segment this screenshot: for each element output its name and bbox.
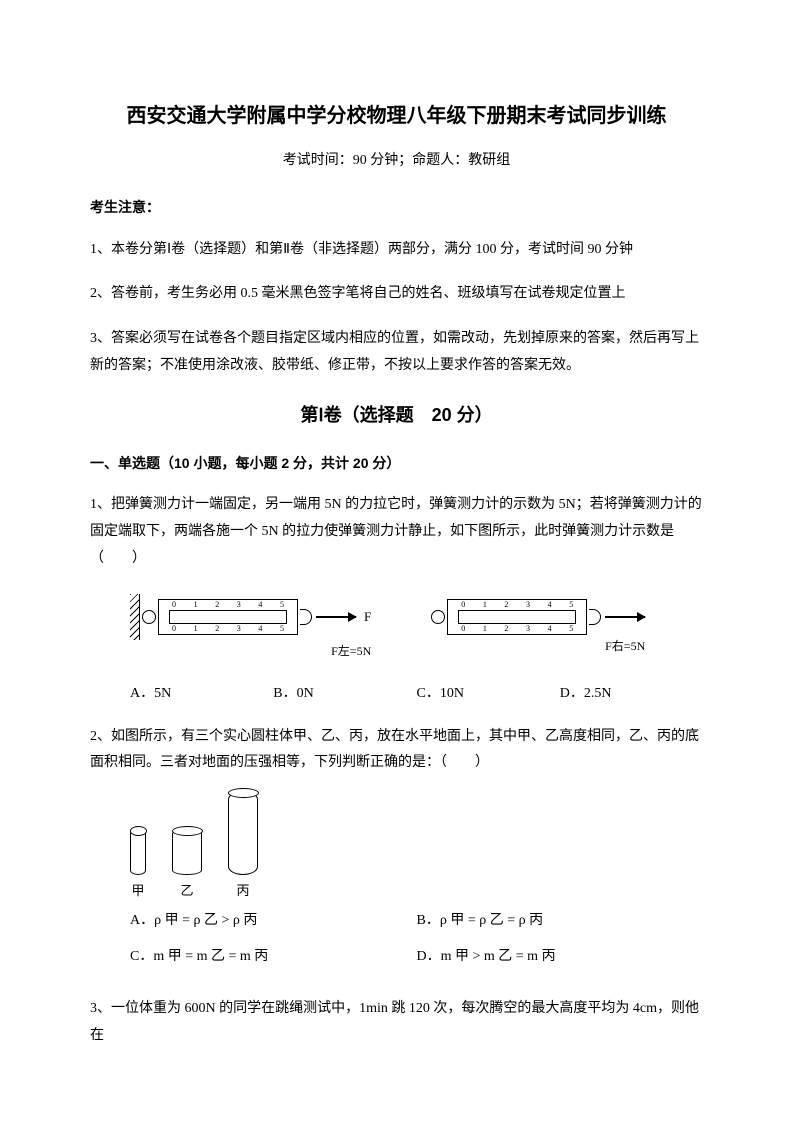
tick-label: 4 <box>548 601 552 609</box>
part-heading: 一、单选题（10 小题，每小题 2 分，共计 20 分） <box>90 452 703 474</box>
option-d: D．m 甲 > m 乙 = m 丙 <box>417 946 704 968</box>
cylinder-icon <box>172 829 202 875</box>
ring-icon <box>431 610 445 624</box>
scale-body: 0 1 2 3 4 5 0 1 2 3 4 <box>158 599 298 635</box>
notice-heading: 考生注意： <box>90 196 703 218</box>
tick-label: 1 <box>194 625 198 633</box>
tick-label: 1 <box>483 601 487 609</box>
question-2-options: A．ρ 甲 = ρ 乙 > ρ 丙 B．ρ 甲 = ρ 乙 = ρ 丙 C．m … <box>130 910 703 983</box>
cylinder-label: 乙 <box>172 881 202 902</box>
question-2-text: 2、如图所示，有三个实心圆柱体甲、乙、丙，放在水平地面上，其中甲、乙高度相同，乙… <box>90 724 703 777</box>
cylinder-icon <box>228 791 258 875</box>
option-d: D．2.5N <box>560 683 703 705</box>
wall-hatch-icon <box>130 594 140 640</box>
tick-label: 0 <box>172 625 176 633</box>
tick-label: 3 <box>237 625 241 633</box>
force-caption-right: F右=5N <box>431 637 645 656</box>
tick-label: 2 <box>215 601 219 609</box>
tick-label: 2 <box>215 625 219 633</box>
spring-scale-left: 0 1 2 3 4 5 0 1 2 3 4 <box>130 594 371 640</box>
option-a: A．ρ 甲 = ρ 乙 > ρ 丙 <box>130 910 417 932</box>
cylinder-a: 甲 <box>130 829 146 902</box>
option-b: B．0N <box>273 683 416 705</box>
tick-label: 2 <box>504 625 508 633</box>
tick-label: 4 <box>258 601 262 609</box>
cylinder-b: 乙 <box>172 829 202 902</box>
force-label: F <box>364 607 371 628</box>
exam-subtitle: 考试时间：90 分钟；命题人：教研组 <box>90 150 703 172</box>
exam-title: 西安交通大学附属中学分校物理八年级下册期末考试同步训练 <box>90 100 703 132</box>
hook-icon <box>300 609 312 625</box>
question-1-text: 1、把弹簧测力计一端固定，另一端用 5N 的力拉它时，弹簧测力计的示数为 5N；… <box>90 492 703 572</box>
tick-label: 5 <box>280 625 284 633</box>
tick-label: 4 <box>258 625 262 633</box>
tick-label: 2 <box>504 601 508 609</box>
cylinder-label: 甲 <box>130 881 146 902</box>
tick-label: 5 <box>569 625 573 633</box>
tick-label: 0 <box>461 625 465 633</box>
cylinder-c: 丙 <box>228 791 258 902</box>
spring-scale-right: 0 1 2 3 4 5 0 1 2 3 4 <box>431 599 645 635</box>
tick-label: 1 <box>194 601 198 609</box>
section-title: 第Ⅰ卷（选择题 20 分） <box>90 401 703 430</box>
question-3-text: 3、一位体重为 600N 的同学在跳绳测试中，1min 跳 120 次，每次腾空… <box>90 996 703 1049</box>
option-c: C．m 甲 = m 乙 = m 丙 <box>130 946 417 968</box>
option-b: B．ρ 甲 = ρ 乙 = ρ 丙 <box>417 910 704 932</box>
hook-icon <box>589 609 601 625</box>
tick-label: 3 <box>526 625 530 633</box>
arrow-right-icon <box>605 616 645 618</box>
tick-label: 5 <box>569 601 573 609</box>
cylinder-label: 丙 <box>228 881 258 902</box>
question-1-options: A．5N B．0N C．10N D．2.5N <box>130 683 703 705</box>
arrow-right-icon <box>316 616 356 618</box>
tick-label: 1 <box>483 625 487 633</box>
question-1-figure: 0 1 2 3 4 5 0 1 2 3 4 <box>130 594 703 661</box>
question-2-figure: 甲 乙 丙 <box>130 791 703 902</box>
option-a: A．5N <box>130 683 273 705</box>
notice-item: 3、答案必须写在试卷各个题目指定区域内相应的位置，如需改动，先划掉原来的答案，然… <box>90 326 703 379</box>
tick-label: 0 <box>172 601 176 609</box>
scale-body: 0 1 2 3 4 5 0 1 2 3 4 <box>447 599 587 635</box>
ring-icon <box>142 610 156 624</box>
option-c: C．10N <box>417 683 560 705</box>
tick-label: 3 <box>237 601 241 609</box>
tick-label: 5 <box>280 601 284 609</box>
notice-item: 1、本卷分第Ⅰ卷（选择题）和第Ⅱ卷（非选择题）两部分，满分 100 分，考试时间… <box>90 237 703 264</box>
force-caption-left: F左=5N <box>130 642 371 661</box>
tick-label: 3 <box>526 601 530 609</box>
tick-label: 0 <box>461 601 465 609</box>
tick-label: 4 <box>548 625 552 633</box>
notice-item: 2、答卷前，考生务必用 0.5 毫米黑色签字笔将自己的姓名、班级填写在试卷规定位… <box>90 281 703 308</box>
cylinder-icon <box>130 829 146 875</box>
